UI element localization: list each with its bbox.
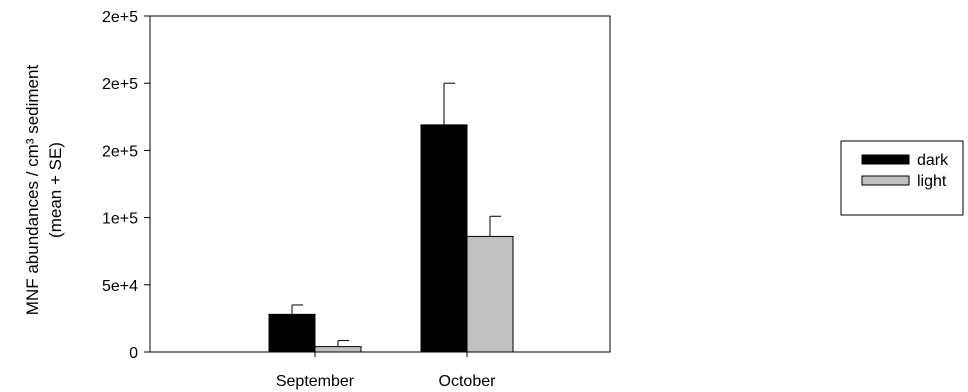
x-category-label: October: [439, 373, 497, 390]
y-tick-label: 2e+5: [102, 143, 138, 160]
x-category-label: September: [276, 373, 355, 390]
y-axis-title: MNF abundances / cm³ sediment (mean + SE…: [23, 65, 65, 316]
y-axis-title-line-1: MNF abundances / cm³ sediment: [23, 65, 42, 316]
y-tick-label: 5e+4: [102, 278, 138, 295]
legend-label-dark: dark: [917, 152, 949, 169]
y-tick-label: 1e+5: [102, 211, 138, 228]
bar-dark-october: [420, 124, 468, 353]
legend-label-light: light: [917, 173, 947, 190]
y-axis: 0 5e+4 1e+5 2e+5 2e+5 2e+5: [102, 9, 150, 362]
plot-frame: [149, 15, 611, 353]
y-tick-label: 0: [129, 345, 138, 362]
bar-light-september: [314, 346, 362, 353]
bars-layer: [268, 82, 514, 353]
y-axis-title-line-2: (mean + SE): [46, 142, 65, 238]
x-axis: September October: [276, 352, 496, 390]
y-tick-label: 2e+5: [102, 76, 138, 93]
legend-swatch-light: [861, 175, 910, 186]
y-tick-label: 2e+5: [102, 9, 138, 26]
legend: dark light: [840, 140, 964, 216]
legend-swatch-dark: [861, 154, 910, 165]
bar-light-october: [466, 235, 514, 353]
bar-dark-september: [268, 313, 316, 353]
